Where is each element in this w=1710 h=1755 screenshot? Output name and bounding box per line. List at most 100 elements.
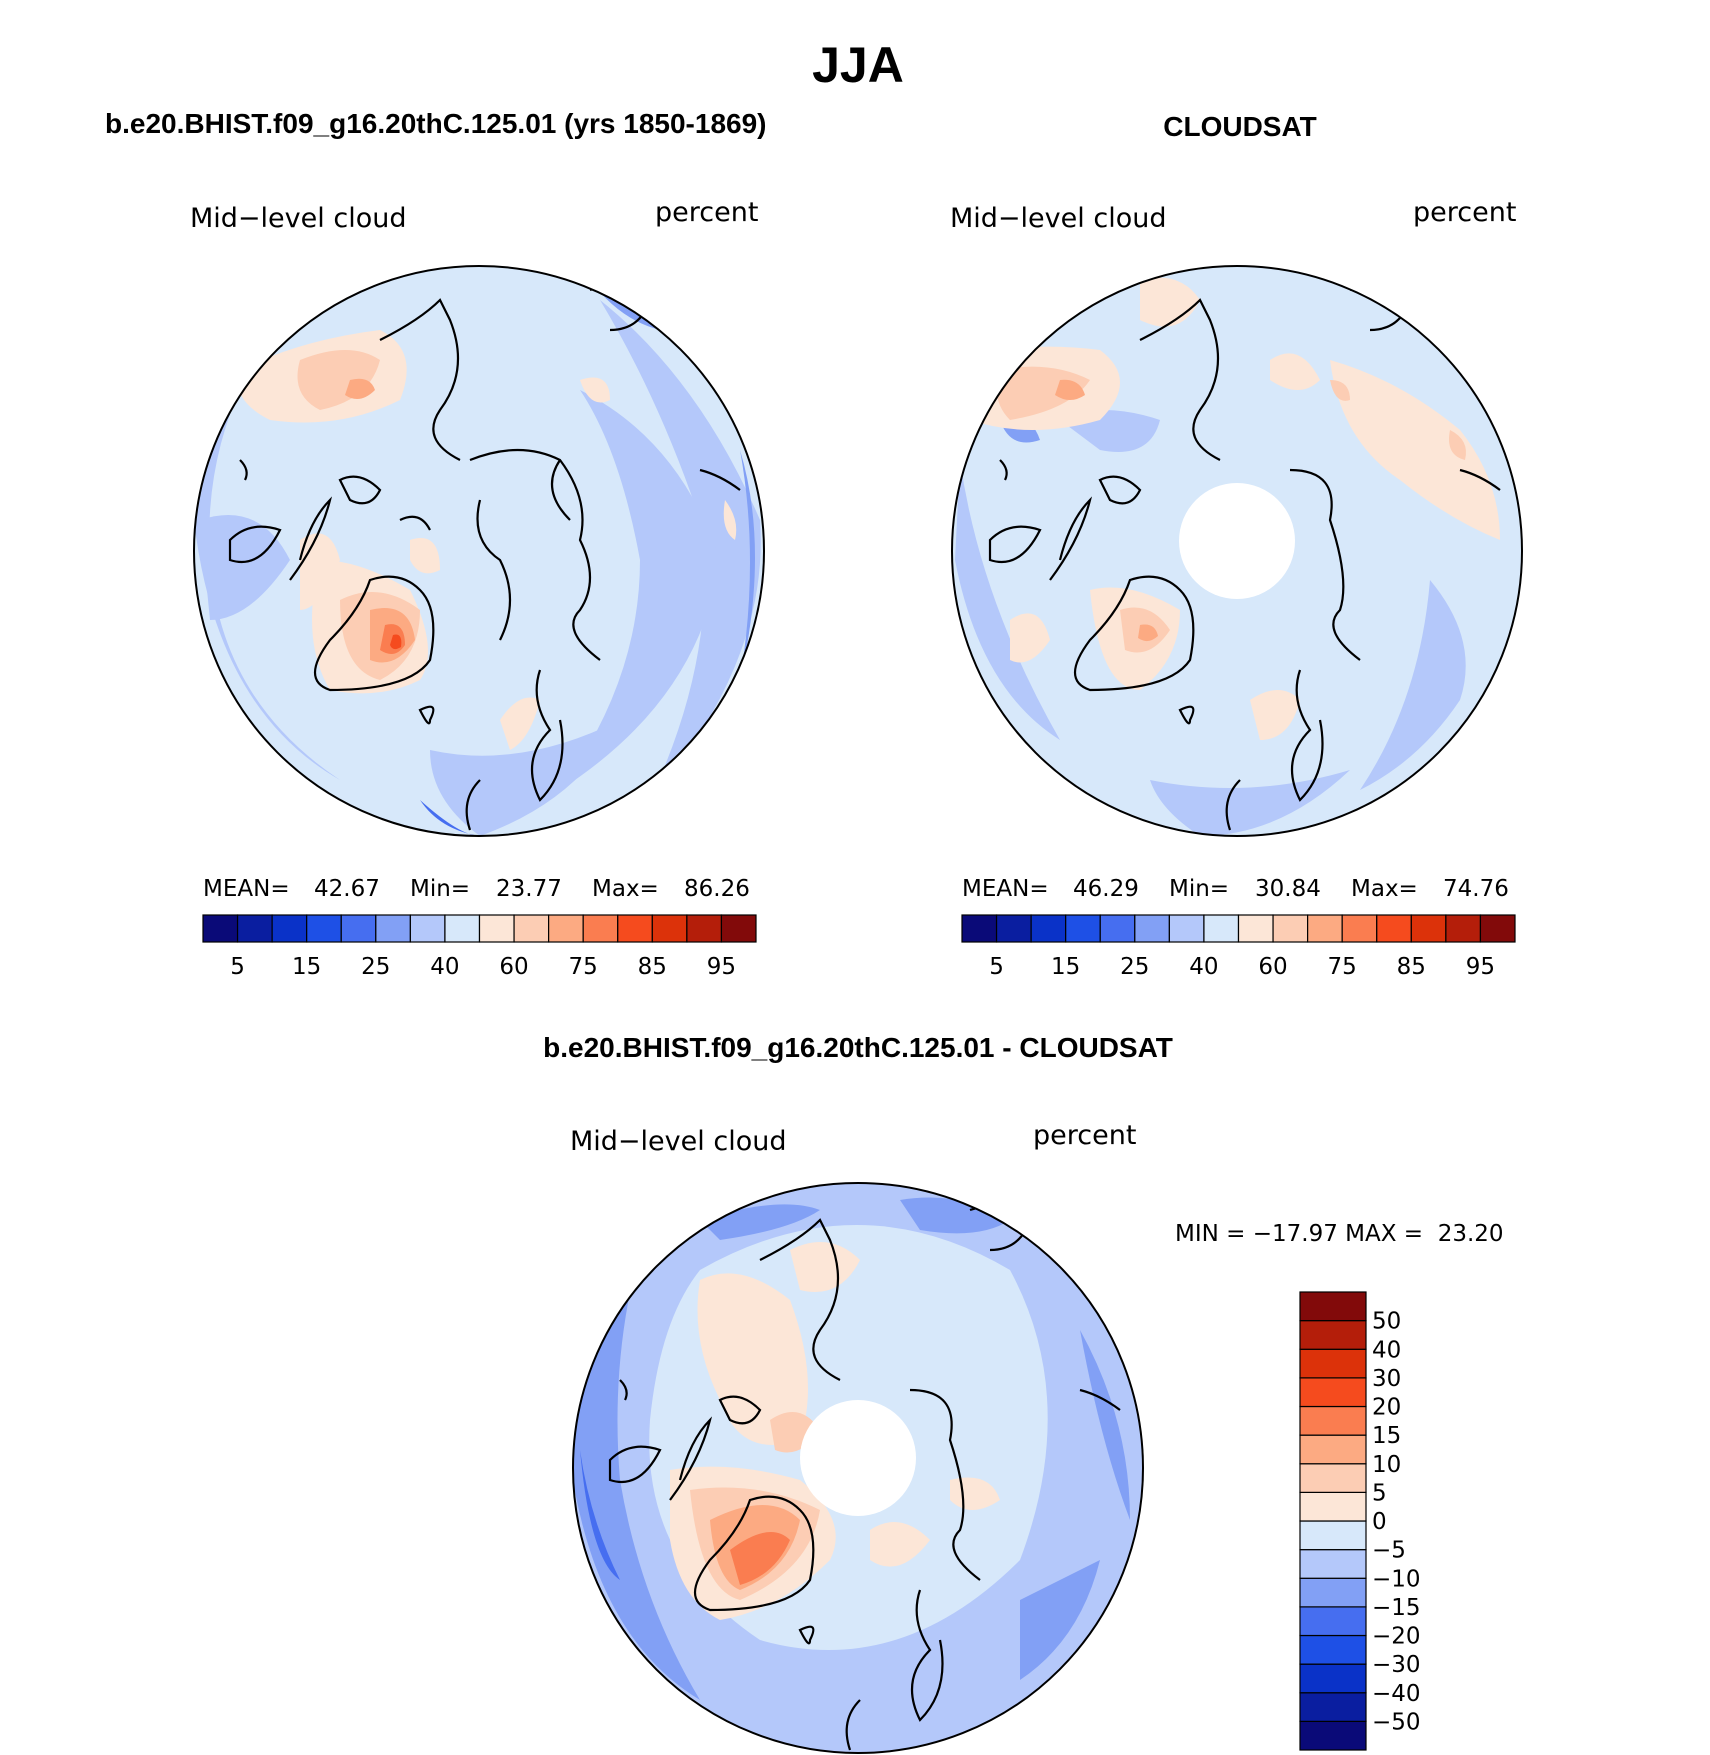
colorbar-obs-tick-label: 40: [1189, 954, 1218, 980]
colorbar-obs-swatch: [1099, 914, 1136, 943]
stats-model-min-label: Min=: [410, 876, 470, 902]
colorbar-diff-tick-label: 20: [1372, 1395, 1401, 1421]
colorbar-model-swatch: [306, 914, 342, 943]
colorbar-model-tick-label: 95: [707, 954, 736, 980]
colorbar-obs-swatch: [995, 914, 1032, 943]
colorbar-model-tick-label: 40: [430, 954, 459, 980]
colorbar-diff-swatch: [1299, 1491, 1367, 1522]
colorbar-diff-tick-label: −50: [1372, 1709, 1421, 1735]
colorbar-obs: 5 15 25 40 60 75 85 95: [961, 914, 1516, 980]
colorbar-diff-swatch: [1299, 1663, 1367, 1694]
stats-obs-min-label: Min=: [1169, 876, 1229, 902]
panel-model: b.e20.BHIST.f09_g16.20thC.125.01 (yrs 18…: [105, 108, 767, 980]
colorbar-model-swatch: [409, 914, 446, 943]
colorbar-diff-tick-label: −20: [1372, 1624, 1421, 1650]
colorbar-diff-tick-label: −30: [1372, 1652, 1421, 1678]
colorbar-diff-swatch: [1299, 1720, 1367, 1751]
colorbar-obs-swatch: [1237, 914, 1274, 943]
colorbar-diff-swatch: [1299, 1348, 1367, 1379]
colorbar-model-swatch: [236, 914, 273, 943]
stats-obs: MEAN= 46.29 Min= 30.84 Max= 74.76: [962, 876, 1509, 902]
colorbar-model-tick-label: 75: [569, 954, 598, 980]
colorbar-diff-tick-label: 5: [1372, 1480, 1387, 1506]
panel-obs-variable: Mid−level cloud: [950, 203, 1166, 234]
colorbar-model-tick-label: 60: [499, 954, 528, 980]
colorbar-diff-swatch: [1299, 1377, 1367, 1408]
stats-obs-max: 74.76: [1443, 876, 1509, 902]
stats-model-mean-label: MEAN=: [203, 876, 290, 902]
colorbar-obs-swatch: [1307, 914, 1343, 943]
panel-obs-heading: CLOUDSAT: [1163, 111, 1316, 142]
colorbar-diff-swatch: [1299, 1520, 1367, 1551]
polar-map-model: [194, 266, 764, 836]
colorbar-model-swatch: [651, 914, 688, 943]
colorbar-obs-tick-label: 15: [1051, 954, 1080, 980]
colorbar-obs-swatch: [1376, 914, 1412, 943]
colorbar-obs-swatch: [1168, 914, 1205, 943]
colorbar-diff-tick-label: 30: [1372, 1366, 1401, 1392]
colorbar-diff-tick-label: −15: [1372, 1595, 1421, 1621]
stats-model-min: 23.77: [496, 876, 562, 902]
colorbar-diff-tick-label: 40: [1372, 1337, 1401, 1363]
panel-diff: b.e20.BHIST.f09_g16.20thC.125.01 - CLOUD…: [543, 1032, 1504, 1754]
colorbar-diff-swatch: [1299, 1692, 1367, 1722]
colorbar-model-swatch: [582, 914, 619, 943]
colorbar-obs-tick-label: 60: [1258, 954, 1287, 980]
colorbar-obs-swatch: [1030, 914, 1067, 943]
panel-model-variable: Mid−level cloud: [190, 203, 406, 234]
stats-model-max: 86.26: [684, 876, 750, 902]
stats-model: MEAN= 42.67 Min= 23.77 Max= 86.26: [203, 876, 750, 902]
polar-map-obs: [952, 266, 1522, 836]
colorbar-obs-tick-label: 25: [1120, 954, 1149, 980]
colorbar-diff-swatch: [1299, 1549, 1367, 1579]
panel-diff-variable: Mid−level cloud: [570, 1126, 786, 1157]
polar-map-diff-outline: [572, 1182, 1144, 1754]
colorbar-model-swatch: [720, 914, 757, 943]
colorbar-diff-tick-label: 10: [1372, 1452, 1401, 1478]
colorbar-model: 5 15 25 40 60 75 85 95: [202, 914, 757, 980]
colorbar-diff-tick-label: −40: [1372, 1681, 1421, 1707]
colorbar-diff-tick-label: 50: [1372, 1309, 1401, 1335]
polar-map-obs-outline: [951, 265, 1523, 837]
colorbar-model-tick-label: 15: [292, 954, 321, 980]
stats-obs-min: 30.84: [1255, 876, 1321, 902]
colorbar-obs-swatch: [1410, 914, 1447, 943]
colorbar-obs-swatch: [1065, 914, 1101, 943]
colorbar-model-swatch: [513, 914, 550, 943]
colorbar-diff-tick-label: 0: [1372, 1509, 1387, 1535]
panel-model-heading: b.e20.BHIST.f09_g16.20thC.125.01 (yrs 18…: [105, 108, 767, 139]
colorbar-obs-swatch: [1341, 914, 1378, 943]
colorbar-diff-tick-label: −5: [1372, 1538, 1406, 1564]
colorbar-obs-tick-label: 85: [1397, 954, 1426, 980]
colorbar-diff-swatch: [1299, 1634, 1367, 1665]
colorbar-model-tick-label: 5: [230, 954, 245, 980]
polar-map-diff: [573, 1183, 1143, 1753]
colorbar-diff-swatch: [1299, 1463, 1367, 1493]
colorbar-model-swatch: [478, 914, 515, 943]
colorbar-diff-swatch: [1299, 1606, 1367, 1637]
colorbar-diff-swatch: [1299, 1405, 1367, 1436]
colorbar-obs-swatch: [1479, 914, 1516, 943]
colorbar-diff-tick-label: −10: [1372, 1566, 1421, 1592]
panel-model-units: percent: [655, 197, 758, 228]
colorbar-model-swatch: [617, 914, 653, 943]
stats-obs-max-label: Max=: [1351, 876, 1418, 902]
colorbar-model-swatch: [340, 914, 377, 943]
colorbar-model-swatch: [444, 914, 481, 943]
panel-diff-heading: b.e20.BHIST.f09_g16.20thC.125.01 - CLOUD…: [543, 1032, 1173, 1063]
figure-title: JJA: [812, 37, 904, 93]
colorbar-model-swatch: [375, 914, 411, 943]
colorbar-model-swatch: [548, 914, 584, 943]
stats-model-max-label: Max=: [592, 876, 659, 902]
colorbar-model-swatch: [271, 914, 308, 943]
colorbar-diff-tick-label: 15: [1372, 1423, 1401, 1449]
colorbar-obs-swatch: [1134, 914, 1170, 943]
polar-map-model-outline: [193, 265, 765, 837]
colorbar-diff-swatch: [1299, 1320, 1367, 1350]
colorbar-diff-swatch: [1299, 1291, 1367, 1322]
stats-obs-mean: 46.29: [1073, 876, 1139, 902]
colorbar-diff-swatch: [1299, 1577, 1367, 1608]
panel-obs: CLOUDSAT Mid−level cloud percent: [950, 111, 1523, 980]
